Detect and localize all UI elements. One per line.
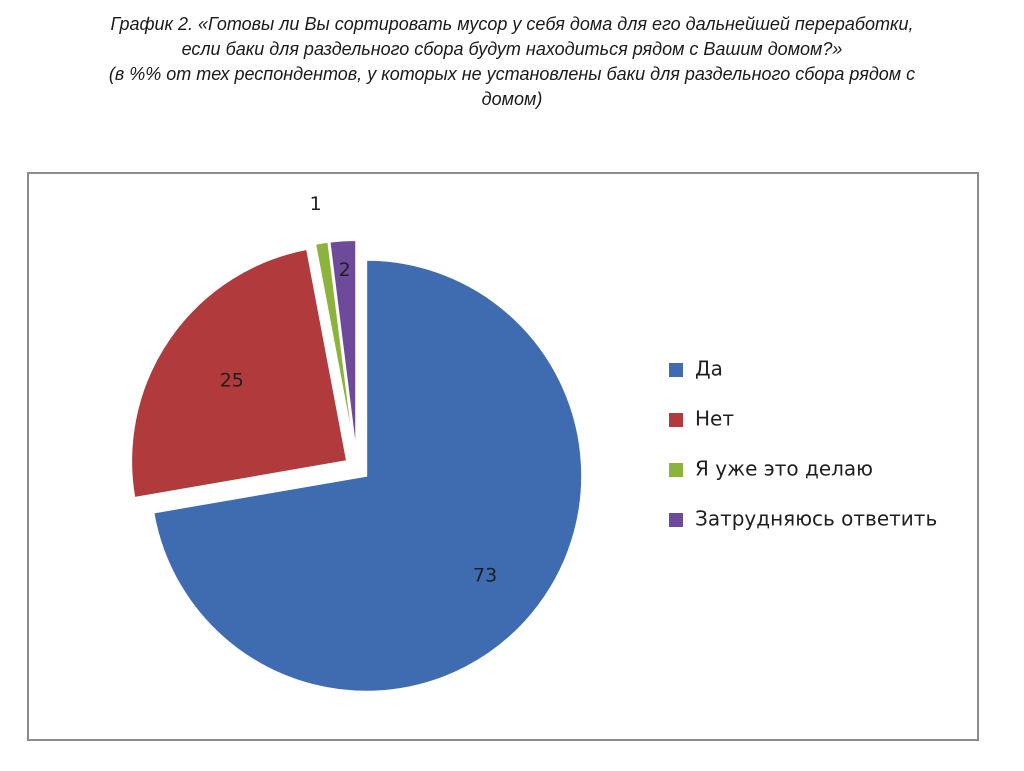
pie-slice-3 (313, 240, 357, 457)
legend: Да Нет Я уже это делаю Затрудняюсь ответить (669, 357, 937, 531)
slices-layer (130, 239, 584, 693)
labels-layer: 73 25 1 2 (220, 193, 497, 587)
chart-frame: 73 25 1 2 Да Нет Я уже это делаю Затрудняюсь о… (27, 172, 979, 741)
legend-swatch-4 (669, 513, 683, 527)
title-line-4: домом) (481, 89, 543, 109)
legend-label-3: Я уже это делаю (695, 457, 873, 481)
title-line-2: если баки для раздельного сбора будут на… (181, 39, 843, 59)
pie-slice-1 (152, 258, 584, 693)
pie-slice-2 (130, 247, 349, 500)
title-line-1: График 2. «Готовы ли Вы сортировать мусо… (110, 14, 914, 34)
legend-label-4: Затрудняюсь ответить (695, 507, 937, 531)
data-label-1: 73 (473, 564, 497, 586)
legend-swatch-2 (669, 413, 683, 427)
pie-slice-4 (328, 239, 358, 457)
data-label-3: 1 (310, 193, 322, 215)
data-label-2: 25 (220, 370, 244, 392)
pie-chart: 73 25 1 2 Да Нет Я уже это делаю Затрудняюсь о… (130, 193, 937, 693)
legend-swatch-3 (669, 463, 683, 477)
legend-label-2: Нет (695, 407, 734, 431)
chart-title: График 2. «Готовы ли Вы сортировать мусо… (0, 12, 1024, 112)
data-label-4: 2 (339, 259, 351, 281)
legend-label-1: Да (695, 357, 723, 381)
title-line-3: (в %% от тех респондентов, у которых не … (108, 64, 916, 84)
legend-swatch-1 (669, 363, 683, 377)
